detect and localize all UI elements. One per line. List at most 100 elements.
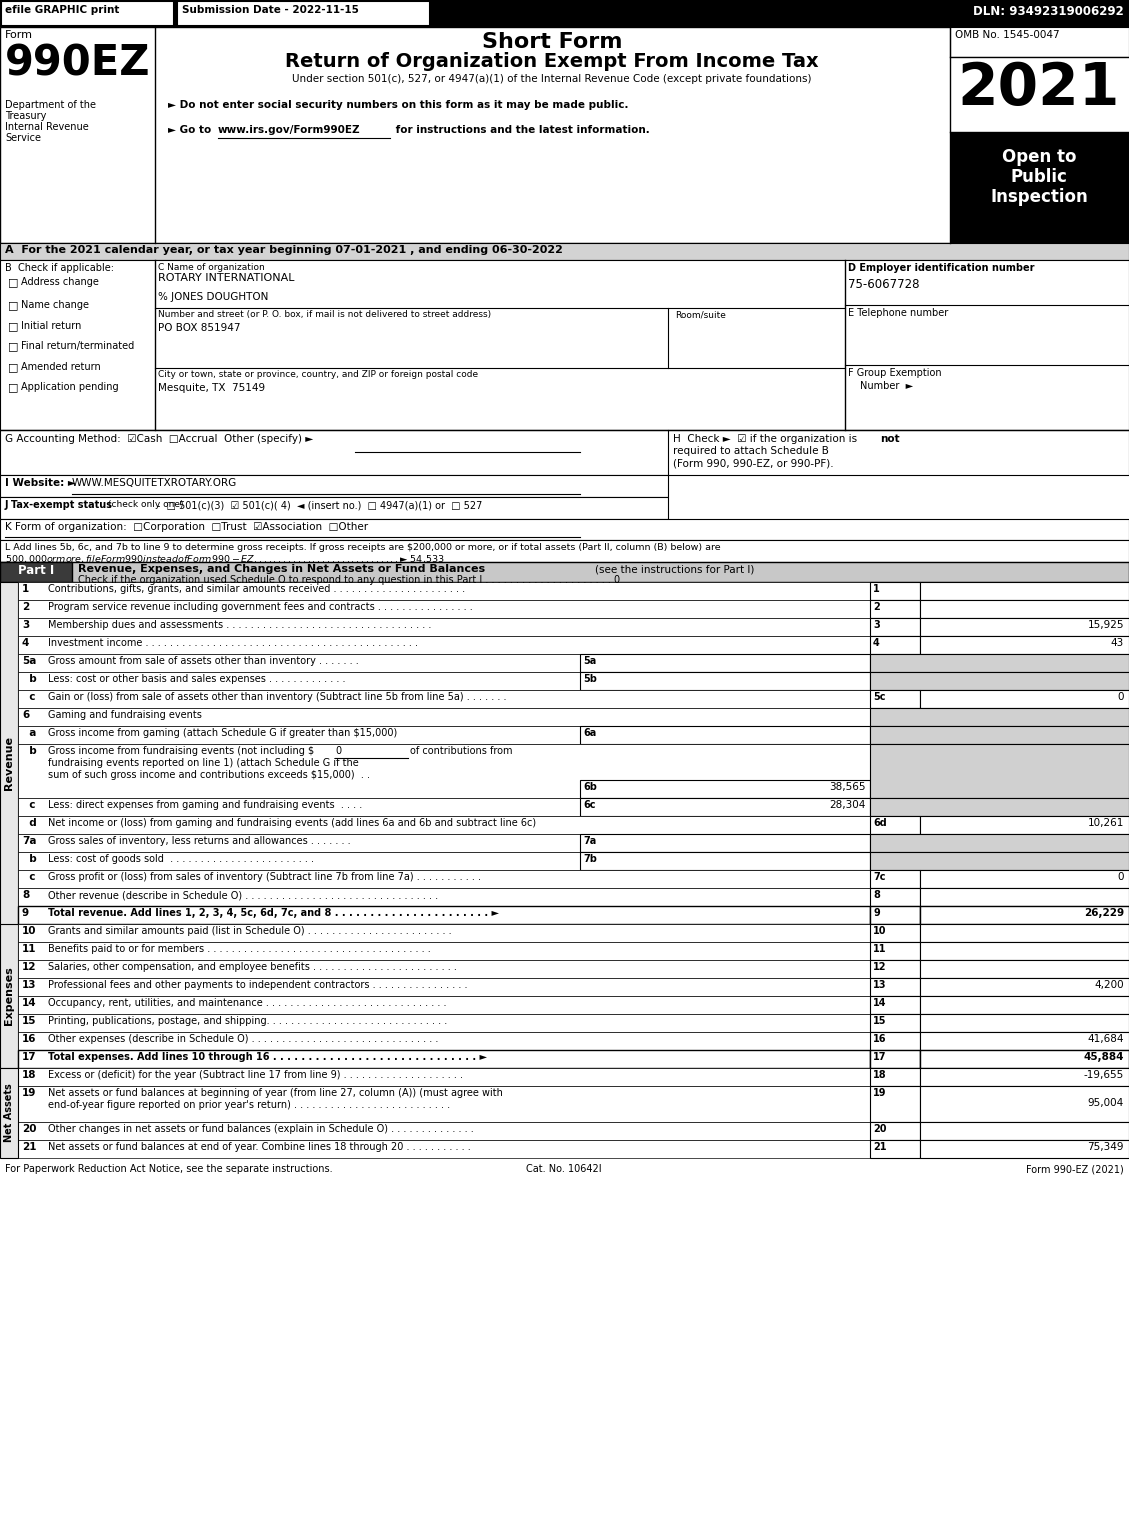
Text: Final return/terminated: Final return/terminated bbox=[21, 342, 134, 351]
Bar bbox=[870, 852, 1129, 869]
Text: 4: 4 bbox=[21, 637, 29, 648]
Bar bbox=[870, 798, 1129, 816]
Bar bbox=[870, 1014, 920, 1032]
Bar bbox=[870, 618, 920, 636]
Text: Submission Date - 2022-11-15: Submission Date - 2022-11-15 bbox=[182, 5, 359, 15]
Text: d: d bbox=[21, 817, 37, 828]
Text: 28,304: 28,304 bbox=[830, 801, 866, 810]
Bar bbox=[580, 726, 870, 744]
Text: 21: 21 bbox=[873, 1142, 886, 1151]
Text: DLN: 93492319006292: DLN: 93492319006292 bbox=[973, 5, 1124, 18]
Bar bbox=[870, 583, 920, 599]
Text: a: a bbox=[21, 727, 36, 738]
Text: 17: 17 bbox=[21, 1052, 36, 1061]
Bar bbox=[177, 2, 430, 26]
Text: Gaming and fundraising events: Gaming and fundraising events bbox=[49, 711, 202, 720]
Text: Revenue: Revenue bbox=[5, 737, 14, 790]
Bar bbox=[580, 834, 870, 852]
Bar bbox=[870, 689, 920, 708]
Bar bbox=[920, 978, 1129, 996]
Bar bbox=[920, 583, 1129, 599]
Text: Name change: Name change bbox=[21, 300, 89, 310]
Text: Amended return: Amended return bbox=[21, 361, 100, 372]
Text: ROTARY INTERNATIONAL: ROTARY INTERNATIONAL bbox=[158, 273, 295, 284]
Text: 16: 16 bbox=[21, 1034, 36, 1045]
Bar bbox=[920, 599, 1129, 618]
Bar bbox=[870, 673, 1129, 689]
Text: 5b: 5b bbox=[583, 674, 597, 685]
Text: Room/suite: Room/suite bbox=[675, 310, 726, 319]
Bar bbox=[870, 1068, 920, 1086]
Text: PO BOX 851947: PO BOX 851947 bbox=[158, 323, 240, 332]
Text: 41,684: 41,684 bbox=[1087, 1034, 1124, 1045]
Text: b: b bbox=[21, 746, 37, 756]
Text: 5a: 5a bbox=[583, 656, 596, 666]
Text: 0: 0 bbox=[1118, 872, 1124, 881]
Text: Department of the: Department of the bbox=[5, 101, 96, 110]
Text: Mesquite, TX  75149: Mesquite, TX 75149 bbox=[158, 383, 265, 393]
Bar bbox=[0, 259, 1129, 430]
Bar bbox=[18, 673, 870, 689]
Text: $500,000 or more, file Form 990 instead of Form 990-EZ . . . . . . . . . . . . .: $500,000 or more, file Form 990 instead … bbox=[5, 554, 445, 564]
Text: end-of-year figure reported on prior year's return) . . . . . . . . . . . . . . : end-of-year figure reported on prior yea… bbox=[49, 1100, 450, 1110]
Text: F Group Exemption: F Group Exemption bbox=[848, 368, 942, 378]
Bar bbox=[870, 961, 920, 978]
Bar bbox=[920, 1122, 1129, 1141]
Text: Address change: Address change bbox=[21, 278, 99, 287]
Bar bbox=[18, 1122, 870, 1141]
Text: Treasury: Treasury bbox=[5, 111, 46, 120]
Bar bbox=[18, 906, 870, 924]
Bar bbox=[870, 888, 920, 906]
Text: (check only one): (check only one) bbox=[108, 500, 184, 509]
Text: Net Assets: Net Assets bbox=[5, 1084, 14, 1142]
Text: K Form of organization:  □Corporation  □Trust  ☑Association  □Other: K Form of organization: □Corporation □Tr… bbox=[5, 522, 368, 532]
Bar bbox=[949, 56, 1129, 133]
Text: Gross income from fundraising events (not including $: Gross income from fundraising events (no… bbox=[49, 746, 317, 756]
Text: Gross profit or (loss) from sales of inventory (Subtract line 7b from line 7a) .: Gross profit or (loss) from sales of inv… bbox=[49, 872, 481, 881]
Text: □: □ bbox=[8, 342, 18, 351]
Text: Investment income . . . . . . . . . . . . . . . . . . . . . . . . . . . . . . . : Investment income . . . . . . . . . . . … bbox=[49, 637, 418, 648]
Bar bbox=[0, 518, 1129, 540]
Text: 10: 10 bbox=[21, 926, 36, 936]
Bar bbox=[0, 0, 1129, 27]
Text: Cat. No. 10642I: Cat. No. 10642I bbox=[526, 1164, 602, 1174]
Text: 6b: 6b bbox=[583, 782, 597, 791]
Bar bbox=[0, 27, 1129, 242]
Text: 16: 16 bbox=[873, 1034, 886, 1045]
Bar bbox=[870, 816, 920, 834]
Bar bbox=[18, 618, 870, 636]
Bar bbox=[920, 1032, 1129, 1051]
Text: Gross income from gaming (attach Schedule G if greater than $15,000): Gross income from gaming (attach Schedul… bbox=[49, 727, 397, 738]
Text: Grants and similar amounts paid (list in Schedule O) . . . . . . . . . . . . . .: Grants and similar amounts paid (list in… bbox=[49, 926, 452, 936]
Text: 43: 43 bbox=[1111, 637, 1124, 648]
Bar bbox=[920, 816, 1129, 834]
Text: of contributions from: of contributions from bbox=[410, 746, 513, 756]
Text: 12: 12 bbox=[21, 962, 36, 971]
Bar bbox=[870, 869, 920, 888]
Text: 38,565: 38,565 bbox=[830, 782, 866, 791]
Text: 14: 14 bbox=[873, 997, 886, 1008]
Bar bbox=[18, 961, 870, 978]
Text: b: b bbox=[21, 854, 37, 865]
Text: 19: 19 bbox=[873, 1087, 886, 1098]
Bar bbox=[18, 583, 870, 599]
Text: Form 990-EZ (2021): Form 990-EZ (2021) bbox=[1026, 1164, 1124, 1174]
Bar bbox=[870, 599, 920, 618]
Bar bbox=[18, 816, 870, 834]
Text: 18: 18 bbox=[873, 1071, 886, 1080]
Bar bbox=[18, 708, 870, 726]
Text: 15: 15 bbox=[21, 1016, 36, 1026]
Text: Return of Organization Exempt From Income Tax: Return of Organization Exempt From Incom… bbox=[286, 52, 819, 72]
Bar bbox=[870, 996, 920, 1014]
Text: 4: 4 bbox=[873, 637, 879, 648]
Text: Part I: Part I bbox=[18, 564, 54, 576]
Bar bbox=[949, 133, 1129, 242]
Text: H  Check ►  ☑ if the organization is: H Check ► ☑ if the organization is bbox=[673, 435, 860, 444]
Text: Net assets or fund balances at beginning of year (from line 27, column (A)) (mus: Net assets or fund balances at beginning… bbox=[49, 1087, 502, 1098]
Text: Expenses: Expenses bbox=[5, 967, 14, 1025]
Bar bbox=[0, 430, 1129, 474]
Bar bbox=[18, 798, 870, 816]
Text: Inspection: Inspection bbox=[990, 188, 1088, 206]
Text: Number and street (or P. O. box, if mail is not delivered to street address): Number and street (or P. O. box, if mail… bbox=[158, 310, 491, 319]
Text: 13: 13 bbox=[873, 981, 886, 990]
